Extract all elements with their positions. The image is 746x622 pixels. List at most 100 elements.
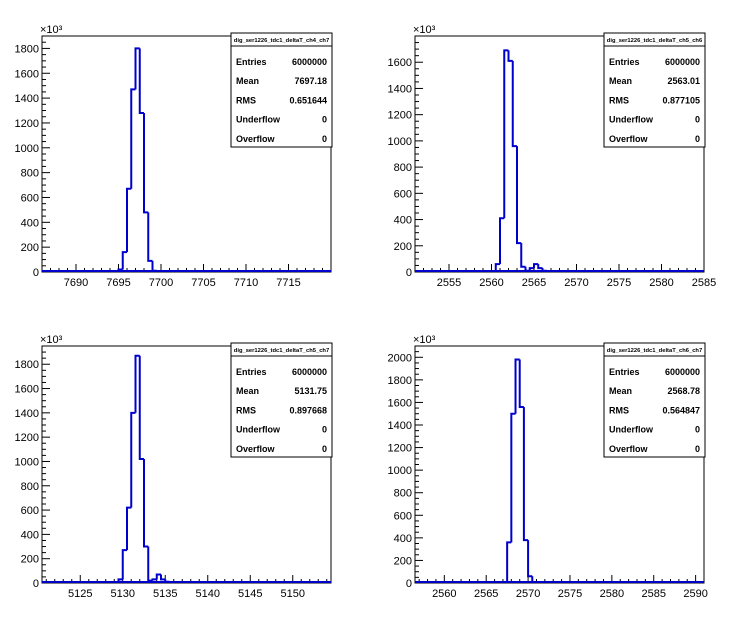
y-tick-label: 1400 bbox=[388, 83, 412, 95]
x-tick-label: 5150 bbox=[281, 588, 305, 600]
y-tick-label: 1600 bbox=[388, 57, 412, 69]
stats-label: Underflow bbox=[236, 115, 281, 125]
x-tick-label: 5145 bbox=[238, 588, 262, 600]
x-tick-label: 2565 bbox=[474, 588, 498, 600]
y-exponent-label: ×10³ bbox=[40, 334, 63, 346]
y-tick-label: 0 bbox=[33, 578, 39, 590]
y-tick-label: 400 bbox=[21, 529, 39, 541]
stats-box: dig_ser1226_tdc1_deltaT_ch5_ch6 Entries 60… bbox=[603, 32, 706, 148]
y-tick-label: 1000 bbox=[15, 143, 39, 155]
y-tick-label: 1800 bbox=[388, 375, 412, 387]
histogram-bin bbox=[506, 541, 512, 583]
y-tick-label: 1000 bbox=[388, 136, 412, 148]
histogram-bin bbox=[527, 540, 533, 578]
stats-value: 0 bbox=[695, 444, 700, 454]
histogram-pad-4: 2560 2565 2570 2575 2580 2585 2590 0 200 400 600 80… bbox=[388, 334, 708, 600]
histogram-bin bbox=[503, 49, 509, 219]
x-tick-label: 7715 bbox=[276, 277, 300, 289]
stats-box-title: dig_ser1226_tdc1_deltaT_ch5_ch7 bbox=[234, 348, 329, 354]
y-tick-label: 200 bbox=[394, 241, 412, 253]
stats-box-title: dig_ser1226_tdc1_deltaT_ch5_ch6 bbox=[607, 38, 703, 44]
histogram-bin bbox=[130, 411, 136, 508]
stats-value: 0 bbox=[695, 115, 700, 125]
x-tick-label: 5135 bbox=[153, 588, 177, 600]
x-tick-label: 7695 bbox=[106, 277, 130, 289]
stats-value: 0 bbox=[322, 134, 327, 144]
histogram-bin bbox=[143, 113, 149, 214]
y-tick-label: 600 bbox=[21, 192, 39, 204]
stats-value: 0 bbox=[322, 444, 327, 454]
histogram-bin bbox=[537, 264, 543, 270]
y-tick-label: 600 bbox=[21, 505, 39, 517]
histogram-bin bbox=[138, 355, 144, 461]
histogram-bin bbox=[155, 573, 161, 580]
y-tick-label: 0 bbox=[406, 578, 412, 590]
x-tick-label: 2580 bbox=[600, 588, 624, 600]
stats-value: 6000000 bbox=[665, 57, 700, 67]
stats-value: 0.897668 bbox=[289, 405, 327, 415]
histogram-bin bbox=[516, 146, 522, 245]
y-tick-label: 1400 bbox=[15, 93, 39, 105]
y-tick-label: 800 bbox=[394, 162, 412, 174]
histogram-bin bbox=[511, 60, 517, 148]
x-tick-label: 2560 bbox=[432, 588, 456, 600]
stats-value: 6000000 bbox=[292, 57, 327, 67]
y-tick-label: 600 bbox=[394, 510, 412, 522]
y-tick-label: 800 bbox=[394, 488, 412, 500]
x-tick-label: 2575 bbox=[558, 588, 582, 600]
y-tick-label: 1400 bbox=[388, 420, 412, 432]
stats-value: 0.564847 bbox=[662, 405, 700, 415]
histogram-bin bbox=[514, 358, 520, 414]
stats-label: RMS bbox=[236, 95, 256, 105]
stats-box: dig_ser1226_tdc1_deltaT_ch4_ch7 Entries 60… bbox=[230, 32, 333, 148]
y-tick-label: 400 bbox=[394, 215, 412, 227]
y-tick-label: 1600 bbox=[15, 68, 39, 80]
x-tick-label: 2555 bbox=[437, 277, 461, 289]
histogram-bin bbox=[518, 359, 524, 408]
x-tick-label: 5125 bbox=[68, 588, 92, 600]
y-tick-label: 1400 bbox=[15, 408, 39, 420]
stats-value: 0 bbox=[322, 115, 327, 125]
y-tick-label: 1200 bbox=[388, 110, 412, 122]
y-tick-label: 0 bbox=[406, 267, 412, 279]
histogram-bin bbox=[134, 354, 140, 413]
histogram-bin bbox=[143, 459, 149, 548]
y-tick-label: 1600 bbox=[388, 397, 412, 409]
x-tick-label: 2585 bbox=[641, 588, 665, 600]
histogram-bin bbox=[160, 574, 166, 581]
y-tick-label: 400 bbox=[21, 217, 39, 229]
stats-box: dig_ser1226_tdc1_deltaT_ch5_ch7 Entries 60… bbox=[230, 342, 333, 458]
stats-label: Underflow bbox=[609, 115, 654, 125]
stats-label: Mean bbox=[609, 386, 632, 396]
histogram-bin bbox=[126, 187, 132, 253]
histogram-pad-2: 2555 2560 2565 2570 2575 2580 2585 0 200 400 600 80… bbox=[388, 24, 717, 289]
stats-box-title: dig_ser1226_tdc1_deltaT_ch6_ch7 bbox=[607, 348, 702, 354]
stats-label: Underflow bbox=[236, 425, 281, 435]
x-tick-label: 5130 bbox=[111, 588, 135, 600]
stats-value: 0 bbox=[695, 425, 700, 435]
x-tick-label: 2565 bbox=[522, 277, 546, 289]
histogram-pad-3: 5125 5130 5135 5140 5145 5150 0 200 400 600 800 100… bbox=[15, 334, 333, 600]
x-tick-label: 2570 bbox=[564, 277, 588, 289]
histogram-bin bbox=[121, 549, 127, 580]
stats-label: Overflow bbox=[236, 444, 276, 454]
stats-label: Entries bbox=[609, 367, 640, 377]
stats-value: 0.651644 bbox=[289, 95, 327, 105]
histogram-bin bbox=[522, 406, 529, 542]
stats-value: 0 bbox=[695, 134, 700, 144]
histogram-bin bbox=[138, 48, 144, 115]
y-tick-label: 1600 bbox=[15, 384, 39, 396]
y-tick-label: 400 bbox=[394, 533, 412, 545]
y-tick-label: 1800 bbox=[15, 359, 39, 371]
stats-label: Entries bbox=[609, 57, 640, 67]
stats-box-frame bbox=[230, 342, 333, 458]
histogram-bin bbox=[499, 217, 505, 265]
histogram-bin bbox=[147, 212, 153, 262]
y-tick-label: 1200 bbox=[15, 432, 39, 444]
histogram-bin bbox=[510, 412, 516, 543]
stats-label: Entries bbox=[236, 57, 267, 67]
stats-box-frame bbox=[603, 342, 706, 458]
y-tick-label: 0 bbox=[33, 267, 39, 279]
stats-label: Overflow bbox=[609, 444, 649, 454]
